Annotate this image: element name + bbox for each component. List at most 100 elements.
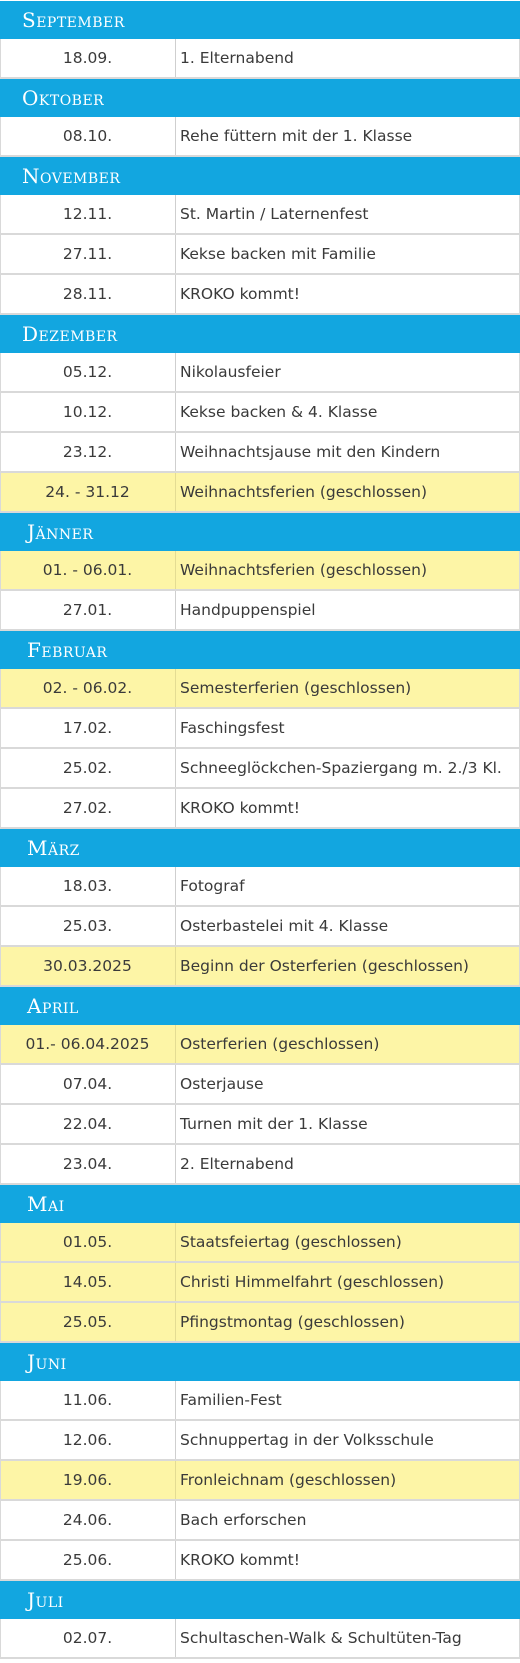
event-date: 27.02. (0, 789, 176, 827)
event-description: Bach erforschen (180, 1511, 307, 1529)
month-name: April (27, 994, 79, 1018)
event-description: KROKO kommt! (180, 285, 300, 303)
event-row: 07.04. Osterjause (0, 1065, 520, 1105)
event-description: Staatsfeiertag (geschlossen) (180, 1233, 402, 1251)
event-row: 14.05. Christi Himmelfahrt (geschlossen) (0, 1263, 520, 1303)
event-description: Weihnachtsjause mit den Kindern (180, 443, 441, 461)
row-border-left (0, 1065, 1, 1103)
month-name: September (22, 8, 125, 32)
event-description: Beginn der Osterferien (geschlossen) (180, 957, 469, 975)
month-name: Dezember (22, 322, 118, 346)
event-date: 30.03.2025 (0, 947, 176, 985)
row-border-left (0, 275, 1, 313)
event-date: 05.12. (0, 353, 176, 391)
event-row: 18.03. Fotograf (0, 867, 520, 907)
event-date: 01.05. (0, 1223, 176, 1261)
event-description: Familien-Fest (180, 1391, 282, 1409)
event-row: 22.04. Turnen mit der 1. Klasse (0, 1105, 520, 1145)
month-header-september: September (0, 1, 520, 39)
month-header-juni: Juni (0, 1343, 520, 1381)
event-description: Kekse backen mit Familie (180, 245, 376, 263)
event-date: 24. - 31.12 (0, 473, 176, 511)
event-description: Weihnachtsferien (geschlossen) (180, 483, 428, 501)
event-description: Fronleichnam (geschlossen) (180, 1471, 397, 1489)
event-date: 25.03. (0, 907, 176, 945)
row-border-left (0, 473, 1, 511)
event-date: 25.06. (0, 1541, 176, 1579)
row-border-left (0, 39, 1, 77)
event-row: 25.05. Pfingstmontag (geschlossen) (0, 1303, 520, 1343)
event-date: 17.02. (0, 709, 176, 747)
event-description: Handpuppenspiel (180, 601, 316, 619)
event-date: 27.01. (0, 591, 176, 629)
row-border-left (0, 117, 1, 155)
event-description: Osterbastelei mit 4. Klasse (180, 917, 389, 935)
event-date: 02. - 06.02. (0, 669, 176, 707)
event-date: 24.06. (0, 1501, 176, 1539)
event-description: St. Martin / Laternenfest (180, 205, 369, 223)
month-name: Juni (27, 1350, 67, 1374)
event-description: 2. Elternabend (180, 1155, 294, 1173)
event-row: 27.01. Handpuppenspiel (0, 591, 520, 631)
month-name: März (27, 836, 80, 860)
event-row: 11.06. Familien-Fest (0, 1381, 520, 1421)
event-row: 27.02. KROKO kommt! (0, 789, 520, 829)
row-border-left (0, 1501, 1, 1539)
row-border-left (0, 1223, 1, 1261)
event-date: 07.04. (0, 1065, 176, 1103)
row-border-left (0, 195, 1, 233)
event-description: Rehe füttern mit der 1. Klasse (180, 127, 413, 145)
row-border-left (0, 867, 1, 905)
row-border-left (0, 393, 1, 431)
event-row: 25.02. Schneeglöckchen-Spaziergang m. 2./… (0, 749, 520, 789)
event-date: 01.- 06.04.2025 (0, 1025, 176, 1063)
row-border-left (0, 1421, 1, 1459)
row-border-left (0, 1263, 1, 1301)
month-header-dezember: Dezember (0, 315, 520, 353)
event-date: 01. - 06.01. (0, 551, 176, 589)
event-date: 11.06. (0, 1381, 176, 1419)
event-row: 01. - 06.01. Weihnachtsferien (geschlosse… (0, 551, 520, 591)
event-description: Schneeglöckchen-Spaziergang m. 2./3 Kl. (180, 759, 502, 777)
month-header-mai: Mai (0, 1185, 520, 1223)
event-description: Nikolausfeier (180, 363, 281, 381)
event-row: 24.06. Bach erforschen (0, 1501, 520, 1541)
row-border-left (0, 1105, 1, 1143)
event-row: 12.06. Schnuppertag in der Volksschule (0, 1421, 520, 1461)
event-description: Christi Himmelfahrt (geschlossen) (180, 1273, 445, 1291)
row-border-left (0, 1303, 1, 1341)
event-date: 22.04. (0, 1105, 176, 1143)
event-row: 12.11. St. Martin / Laternenfest (0, 195, 520, 235)
month-header-februar: Februar (0, 631, 520, 669)
month-header-november: November (0, 157, 520, 195)
event-row: 30.03.2025 Beginn der Osterferien (geschl… (0, 947, 520, 987)
month-name: Juli (27, 1588, 64, 1612)
event-date: 25.02. (0, 749, 176, 787)
event-row: 23.04. 2. Elternabend (0, 1145, 520, 1185)
event-description: Semesterferien (geschlossen) (180, 679, 412, 697)
event-description: Fotograf (180, 877, 245, 895)
row-border-left (0, 551, 1, 589)
row-border-left (0, 1461, 1, 1499)
month-header-märz: März (0, 829, 520, 867)
event-row: 25.06. KROKO kommt! (0, 1541, 520, 1581)
month-header-juli: Juli (0, 1581, 520, 1619)
row-border-left (0, 947, 1, 985)
event-row: 28.11. KROKO kommt! (0, 275, 520, 315)
row-border-left (0, 749, 1, 787)
row-border-left (0, 1541, 1, 1579)
row-border-left (0, 433, 1, 471)
row-border-left (0, 1619, 1, 1657)
row-border-left (0, 1145, 1, 1183)
row-border-left (0, 353, 1, 391)
event-date: 10.12. (0, 393, 176, 431)
event-description: Weihnachtsferien (geschlossen) (180, 561, 428, 579)
event-row: 23.12. Weihnachtsjause mit den Kindern (0, 433, 520, 473)
event-date: 12.06. (0, 1421, 176, 1459)
row-border-left (0, 709, 1, 747)
event-description: KROKO kommt! (180, 799, 300, 817)
event-date: 08.10. (0, 117, 176, 155)
row-border-left (0, 1381, 1, 1419)
event-description: KROKO kommt! (180, 1551, 300, 1569)
event-row: 19.06. Fronleichnam (geschlossen) (0, 1461, 520, 1501)
